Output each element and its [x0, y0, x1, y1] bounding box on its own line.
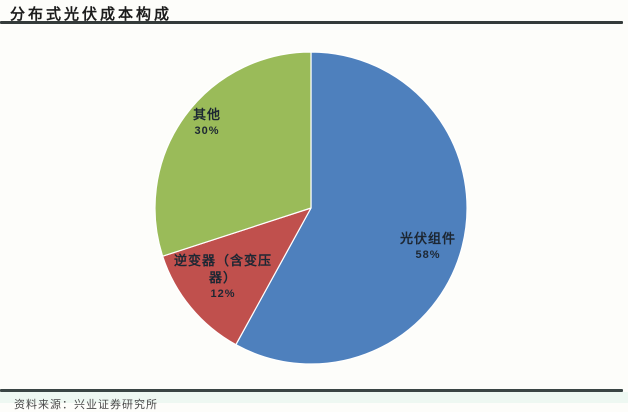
pie-slice-1 [162, 207, 312, 346]
slice-label-pv-module-pct: 58% [415, 249, 441, 261]
source-note-clipped: 资料来源：兴业证券研究所 [14, 399, 158, 411]
slice-label-other-pct: 30% [194, 125, 220, 137]
slice-label-inverter-name-line2: 器） [208, 270, 237, 285]
slice-label-other-name: 其他 [192, 107, 221, 122]
slice-label-other: 其他 30% [168, 107, 246, 139]
chart-title: 分布式光伏成本构成 [10, 6, 173, 23]
pie-slice-2 [154, 51, 312, 257]
slice-label-pv-module-name: 光伏组件 [399, 231, 456, 246]
slice-label-inverter-name-line1: 逆变器（含变压 [173, 253, 272, 268]
footer-strip [0, 392, 628, 403]
top-divider [0, 21, 623, 24]
slice-label-inverter: 逆变器（含变压 器） 12% [158, 252, 288, 303]
pie-slice-0 [235, 51, 468, 365]
slice-label-pv-module: 光伏组件 58% [390, 230, 466, 264]
pie-chart [151, 48, 471, 368]
pie-svg [154, 51, 468, 365]
slice-label-inverter-pct: 12% [210, 288, 236, 300]
bottom-divider [0, 389, 623, 392]
